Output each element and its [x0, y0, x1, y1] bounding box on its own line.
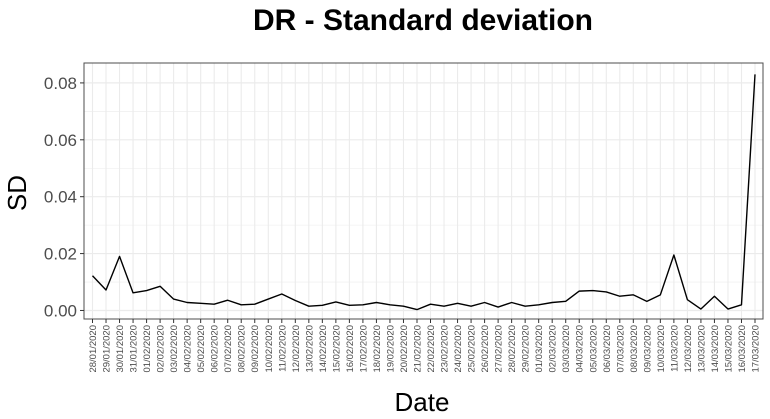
- x-tick-label: 14/03/2020: [710, 325, 721, 373]
- x-tick-label: 07/02/2020: [223, 325, 234, 373]
- x-tick-label: 09/02/2020: [250, 325, 261, 373]
- x-tick-label: 03/02/2020: [169, 325, 180, 373]
- x-tick-label: 06/02/2020: [210, 325, 221, 373]
- x-axis-title: Date: [395, 387, 450, 417]
- x-tick-label: 08/02/2020: [237, 325, 248, 373]
- x-tick-label: 15/02/2020: [331, 325, 342, 373]
- chart-title: DR - Standard deviation: [253, 4, 593, 37]
- x-tick-label: 20/02/2020: [399, 325, 410, 373]
- x-tick-label: 17/03/2020: [751, 325, 762, 373]
- x-tick-label: 04/02/2020: [183, 325, 194, 373]
- x-tick-label: 17/02/2020: [358, 325, 369, 373]
- x-tick-label: 14/02/2020: [318, 325, 329, 373]
- x-tick-label: 15/03/2020: [723, 325, 734, 373]
- x-tick-label: 02/02/2020: [156, 325, 167, 373]
- x-tick-label: 30/01/2020: [115, 325, 126, 373]
- y-tick-label: 0.00: [44, 301, 77, 320]
- x-tick-label: 28/01/2020: [88, 325, 99, 373]
- x-tick-label: 16/03/2020: [737, 325, 748, 373]
- x-tick-label: 22/02/2020: [426, 325, 437, 373]
- x-tick-label: 21/02/2020: [412, 325, 423, 373]
- x-tick-label: 01/03/2020: [534, 325, 545, 373]
- x-tick-label: 04/03/2020: [575, 325, 586, 373]
- y-tick-label: 0.06: [44, 131, 77, 150]
- x-tick-label: 09/03/2020: [642, 325, 653, 373]
- x-tick-label: 28/02/2020: [507, 325, 518, 373]
- x-tick-label: 27/02/2020: [494, 325, 505, 373]
- x-tick-label: 19/02/2020: [385, 325, 396, 373]
- x-tick-label: 12/02/2020: [291, 325, 302, 373]
- x-tick-label: 01/02/2020: [142, 325, 153, 373]
- y-axis-title: SD: [2, 175, 32, 211]
- x-tick-label: 02/03/2020: [548, 325, 559, 373]
- y-tick-label: 0.08: [44, 74, 77, 93]
- x-tick-label: 29/02/2020: [521, 325, 532, 373]
- x-tick-label: 23/02/2020: [440, 325, 451, 373]
- x-tick-label: 24/02/2020: [453, 325, 464, 373]
- y-tick-label: 0.02: [44, 245, 77, 264]
- x-tick-label: 16/02/2020: [345, 325, 356, 373]
- x-tick-label: 05/02/2020: [196, 325, 207, 373]
- x-axis: 28/01/2020 29/01/2020 30/01/2020 31/01/2020…: [88, 319, 762, 373]
- x-tick-label: 07/03/2020: [615, 325, 626, 373]
- x-tick-label: 06/03/2020: [602, 325, 613, 373]
- x-tick-label: 03/03/2020: [561, 325, 572, 373]
- x-tick-label: 25/02/2020: [467, 325, 478, 373]
- x-tick-label: 29/01/2020: [102, 325, 113, 373]
- x-tick-label: 11/03/2020: [669, 325, 680, 372]
- y-tick-label: 0.04: [44, 188, 77, 207]
- x-tick-label: 18/02/2020: [372, 325, 383, 373]
- x-tick-label: 31/01/2020: [129, 325, 140, 373]
- series-line: [91, 74, 756, 311]
- x-tick-label: 08/03/2020: [629, 325, 640, 373]
- x-tick-label: 12/03/2020: [683, 325, 694, 373]
- y-axis: 0.00 0.02 0.04 0.06 0.08: [44, 74, 84, 320]
- x-tick-label: 26/02/2020: [480, 325, 491, 373]
- x-tick-label: 11/02/2020: [277, 325, 288, 372]
- x-tick-label: 10/03/2020: [656, 325, 667, 373]
- x-tick-label: 13/02/2020: [304, 325, 315, 373]
- grid: [84, 63, 763, 319]
- plot-panel: [83, 62, 764, 320]
- x-tick-label: 10/02/2020: [264, 325, 275, 373]
- x-tick-label: 05/03/2020: [588, 325, 599, 373]
- x-tick-label: 13/03/2020: [696, 325, 707, 373]
